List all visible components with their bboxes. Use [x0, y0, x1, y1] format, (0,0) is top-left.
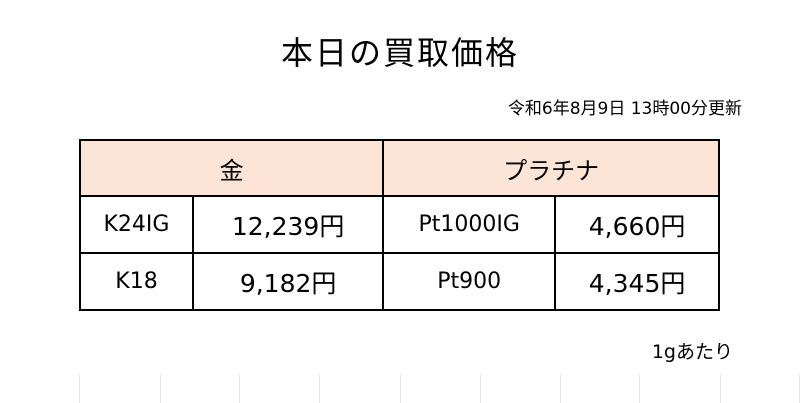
gold-price: 12,239円	[191, 195, 385, 254]
gridline	[79, 375, 80, 403]
platinum-name: Pt900	[382, 252, 557, 311]
gridline	[400, 375, 401, 403]
gridline	[239, 375, 240, 403]
table-header-row: 金 プラチナ	[78, 139, 720, 197]
gridline	[560, 375, 561, 403]
updated-timestamp: 令和6年8月9日 13時00分更新	[507, 99, 742, 119]
gridline	[480, 375, 481, 403]
gridline	[720, 375, 721, 403]
platinum-name: Pt1000IG	[382, 195, 557, 254]
page-title: 本日の買取価格	[280, 34, 519, 72]
gold-name: K24IG	[79, 195, 194, 254]
platinum-price: 4,660円	[554, 195, 720, 254]
unit-note: 1gあたり	[651, 341, 733, 363]
table-row: K24IG 12,239円 Pt1000IG 4,660円	[79, 195, 720, 254]
table-row: K18 9,182円 Pt900 4,345円	[79, 252, 720, 311]
gridline	[160, 375, 161, 403]
gold-price: 9,182円	[191, 252, 385, 311]
gridline	[639, 375, 640, 403]
price-table: 金 プラチナ K24IG 12,239円 Pt1000IG 4,660円 K18…	[78, 139, 720, 311]
gold-name: K18	[79, 252, 194, 311]
platinum-price: 4,345円	[554, 252, 720, 311]
header-platinum: プラチナ	[382, 139, 720, 197]
header-gold: 金	[78, 139, 385, 197]
gridline	[319, 375, 320, 403]
